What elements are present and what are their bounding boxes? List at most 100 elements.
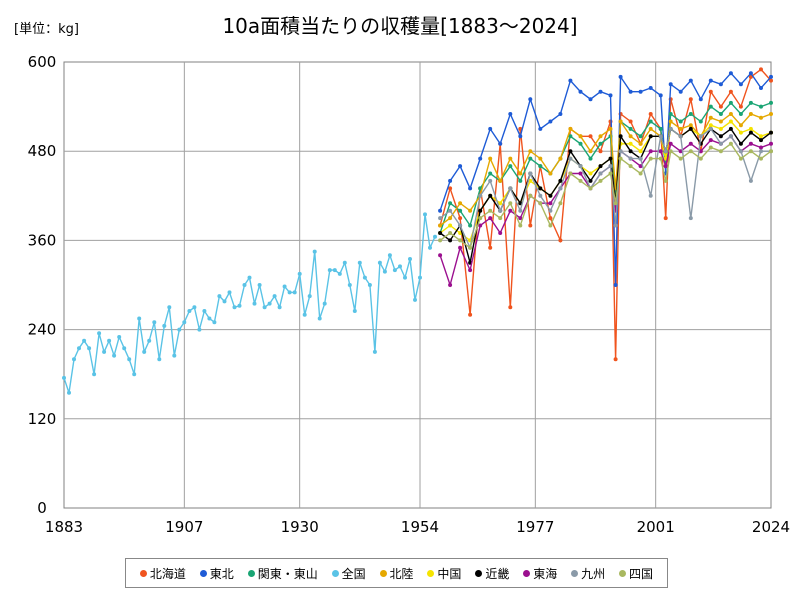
data-point [267, 301, 272, 306]
data-point [588, 149, 593, 154]
x-tick-label: 1954 [401, 518, 439, 536]
legend-label: 九州 [581, 566, 606, 581]
legend-item: 東北 [199, 565, 234, 582]
data-point [648, 156, 653, 161]
data-point [678, 119, 683, 124]
data-point [132, 372, 137, 377]
legend-item: 北海道 [139, 565, 186, 582]
legend-item: 中国 [427, 565, 461, 582]
data-point [107, 338, 112, 343]
legend: 北海道 東北 関東・東山 全国 北陸 中国 近畿 東海 九州 四国 [125, 558, 668, 588]
data-point [252, 301, 257, 306]
data-point [157, 357, 162, 362]
data-point [478, 216, 483, 221]
data-point [769, 112, 773, 116]
data-point [738, 123, 743, 128]
data-point [458, 223, 463, 228]
data-point [613, 357, 618, 362]
data-point [488, 216, 493, 221]
data-point [769, 149, 773, 154]
data-point [608, 164, 613, 169]
data-point [237, 303, 242, 308]
data-point [698, 119, 703, 124]
data-point [197, 327, 202, 332]
data-point [488, 245, 493, 250]
data-point [448, 186, 453, 191]
data-point [332, 268, 337, 273]
data-point [598, 134, 603, 139]
data-point [182, 320, 187, 325]
data-point [97, 331, 102, 336]
data-point [648, 126, 653, 131]
data-point [488, 178, 493, 183]
data-point [538, 201, 543, 206]
data-point [403, 275, 407, 280]
data-point [508, 112, 513, 116]
data-point [337, 271, 342, 276]
data-point [292, 290, 297, 295]
data-point [628, 164, 633, 169]
data-point [468, 223, 473, 228]
data-point [438, 223, 443, 228]
data-point [598, 171, 603, 176]
data-point [528, 171, 533, 176]
data-point [478, 223, 483, 228]
data-point [668, 112, 673, 116]
y-tick-label: 0 [37, 499, 47, 517]
data-point [207, 316, 212, 321]
data-point [688, 78, 693, 83]
data-point [718, 104, 723, 109]
data-point [618, 119, 623, 124]
legend-marker [475, 569, 483, 577]
data-point [468, 208, 473, 213]
data-point [538, 186, 543, 191]
unit-label: [単位：kg] [14, 22, 79, 37]
data-point [748, 149, 753, 154]
data-point [658, 149, 663, 154]
legend-marker [427, 569, 435, 577]
data-point [548, 201, 553, 206]
data-point [708, 115, 713, 120]
data-point [598, 178, 603, 183]
legend-marker [139, 569, 147, 577]
data-point [528, 149, 533, 154]
data-point [698, 97, 703, 102]
data-point [558, 238, 563, 243]
data-point [628, 141, 633, 146]
data-point [408, 257, 412, 261]
data-point [578, 171, 583, 176]
legend-item: 北陸 [379, 565, 414, 582]
data-point [312, 249, 317, 254]
data-point [678, 156, 683, 161]
data-point [608, 171, 613, 176]
data-point [708, 138, 713, 143]
data-point [438, 208, 443, 213]
data-point [678, 89, 683, 94]
data-point [738, 141, 743, 146]
plot-area [63, 61, 772, 509]
data-point [558, 186, 563, 191]
data-point [663, 216, 668, 221]
legend-marker [571, 569, 579, 577]
data-point [327, 268, 332, 273]
data-point [578, 89, 583, 94]
data-point [638, 171, 643, 176]
data-point [648, 149, 653, 154]
data-point [392, 268, 397, 273]
data-point [728, 89, 733, 94]
data-point [548, 193, 553, 198]
series-line [439, 127, 771, 251]
data-point [759, 67, 763, 72]
data-point [498, 141, 503, 146]
data-point [759, 145, 763, 150]
data-point [698, 134, 703, 139]
data-point [518, 126, 523, 131]
data-point [367, 283, 372, 287]
data-point [759, 138, 763, 143]
data-point [613, 201, 618, 206]
data-point [162, 323, 167, 328]
data-point [628, 89, 633, 94]
data-point [458, 216, 463, 221]
data-point [262, 305, 267, 310]
data-point [718, 149, 723, 154]
